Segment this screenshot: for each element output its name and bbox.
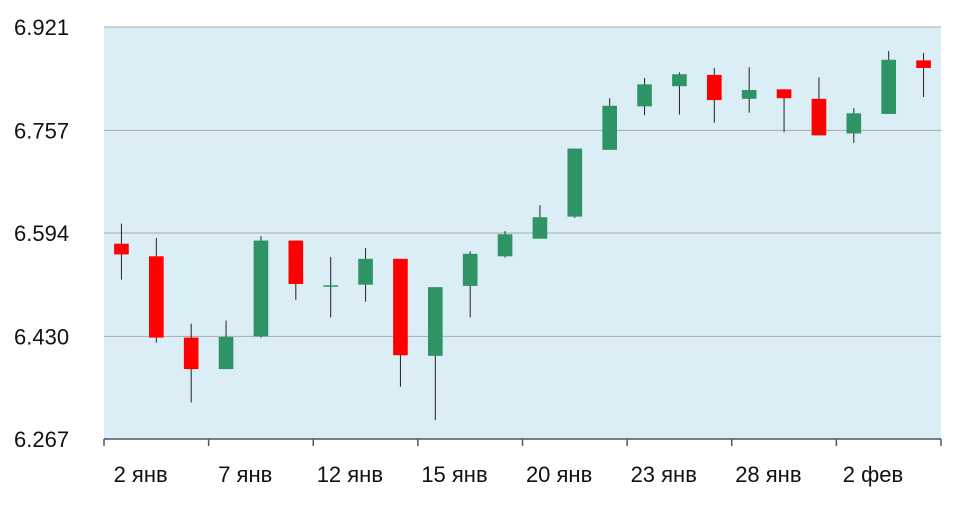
candle-body-up bbox=[567, 148, 583, 217]
candle bbox=[846, 108, 862, 143]
candle bbox=[497, 231, 513, 258]
candle-body-up bbox=[218, 336, 234, 370]
candle-body-down bbox=[811, 98, 827, 136]
gridlines bbox=[104, 26, 941, 337]
x-tick-label: 15 янв bbox=[421, 462, 487, 487]
candle bbox=[427, 287, 443, 421]
candle-body-down bbox=[288, 240, 304, 285]
candle-body-up bbox=[462, 253, 478, 286]
candle-body-down bbox=[114, 243, 129, 255]
candle bbox=[218, 320, 234, 370]
candle bbox=[393, 258, 408, 387]
candle-body-up bbox=[532, 217, 548, 239]
y-tick-label: 6.594 bbox=[14, 221, 69, 246]
candle bbox=[741, 67, 757, 113]
y-tick-labels: 6.921 6.757 6.594 6.430 6.267 bbox=[14, 15, 69, 452]
candle bbox=[288, 240, 304, 300]
candle-body-down bbox=[776, 89, 792, 99]
candle bbox=[567, 148, 583, 218]
x-tick-label: 2 янв bbox=[114, 462, 168, 487]
candle-body-up bbox=[253, 240, 269, 337]
x-tick-label: 7 янв bbox=[218, 462, 272, 487]
candle bbox=[532, 205, 548, 239]
axes bbox=[103, 438, 942, 446]
candle bbox=[358, 248, 373, 302]
x-tick-label: 23 янв bbox=[631, 462, 697, 487]
candle-body-up bbox=[323, 285, 339, 287]
candles bbox=[114, 50, 931, 421]
y-tick-label: 6.430 bbox=[14, 324, 69, 349]
candle bbox=[253, 236, 269, 338]
candle bbox=[602, 98, 618, 150]
x-tick-labels: 2 янв 7 янв 12 янв 15 янв 20 янв 23 янв 28 янв… bbox=[114, 462, 904, 487]
candle-body-up bbox=[427, 287, 443, 356]
candle-body-up bbox=[672, 74, 687, 87]
candle bbox=[916, 52, 931, 97]
candle bbox=[881, 50, 897, 114]
y-tick-label: 6.757 bbox=[14, 118, 69, 143]
candle-body-up bbox=[741, 89, 757, 99]
x-tick-label: 2 фев bbox=[843, 462, 903, 487]
candle-body-down bbox=[183, 337, 199, 370]
candle bbox=[776, 89, 792, 133]
candle bbox=[114, 223, 129, 280]
y-tick-label: 6.267 bbox=[14, 427, 69, 452]
candle-body-up bbox=[846, 113, 862, 134]
candle-body-down bbox=[916, 60, 931, 68]
candle bbox=[183, 323, 199, 403]
candle bbox=[637, 78, 652, 116]
candle-body-down bbox=[706, 74, 722, 101]
candle-body-down bbox=[393, 258, 408, 356]
candle bbox=[811, 77, 827, 136]
y-tick-label: 6.921 bbox=[14, 15, 69, 40]
candle bbox=[462, 251, 478, 318]
candle-body-up bbox=[497, 234, 513, 257]
candle-body-up bbox=[602, 105, 618, 150]
candle-body-up bbox=[358, 258, 373, 285]
candle-body-down bbox=[148, 256, 164, 338]
candle-body-up bbox=[881, 59, 897, 114]
x-tick-label: 28 янв bbox=[735, 462, 801, 487]
candle bbox=[148, 238, 164, 343]
candle bbox=[672, 72, 687, 115]
x-tick-label: 20 янв bbox=[526, 462, 592, 487]
candle-body-up bbox=[637, 84, 652, 107]
candle bbox=[323, 256, 339, 318]
candle bbox=[706, 67, 722, 123]
x-tick-label: 12 янв bbox=[317, 462, 383, 487]
